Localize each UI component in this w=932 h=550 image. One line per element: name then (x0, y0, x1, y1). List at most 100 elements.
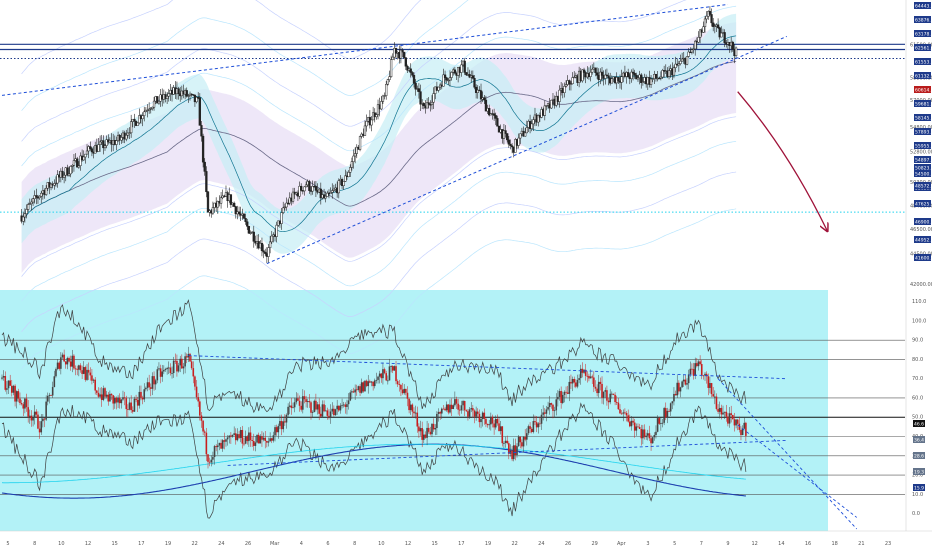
oscillator-candle-body (107, 394, 110, 402)
oscillator-candle-body (696, 363, 698, 367)
oscillator-candle-body (367, 381, 370, 387)
oscillator-candle-body (92, 379, 95, 381)
oscillator-candle-body (310, 402, 312, 413)
oscillator-candle-body (274, 427, 276, 436)
oscillator-candle-body (45, 401, 47, 420)
oscillator-candle-body (151, 376, 154, 389)
oscillator-upper-wave (1, 299, 747, 414)
oscillator-candle-body (633, 422, 636, 431)
price-candle-body (417, 88, 421, 92)
price-axis: 42000.0044500.0046500.0048400.0050300.00… (905, 0, 932, 531)
date-tick-label: 26 (245, 541, 251, 547)
bearish-projection-arrow (737, 91, 827, 231)
price-candle-body (128, 132, 131, 134)
oscillator-candle-body (305, 399, 307, 402)
oscillator-candle-body (321, 404, 324, 417)
oscillator-candle-body (64, 361, 67, 365)
price-candle-body (262, 250, 265, 253)
oscillator-candle-body (449, 404, 451, 413)
oscillator-candle-body (357, 386, 360, 390)
price-candle-body (349, 167, 352, 173)
oscillator-candle-body (156, 369, 159, 381)
oscillator-candle-body (530, 428, 533, 433)
oscillator-candle-body (612, 393, 615, 395)
oscillator-candle-body (697, 361, 700, 367)
oscillator-candle-body (527, 426, 530, 434)
oscillator-candle-body (76, 368, 79, 370)
oscillator-candle-body (411, 404, 414, 412)
baseline-average-line (21, 61, 737, 222)
oscillator-candle-body (632, 420, 634, 423)
price-candle-body (694, 40, 697, 50)
oscillator-candle-body (326, 410, 329, 416)
price-level-badge-label: 55955.19 (915, 143, 932, 149)
oscillator-candle-body (179, 358, 182, 366)
oscillator-candle-body (233, 433, 235, 435)
price-candle-body (375, 114, 378, 118)
price-candle-body (319, 188, 322, 199)
oscillator-candle-body (71, 355, 74, 367)
oscillator-candle-body (261, 436, 263, 440)
oscillator-candle-body (19, 398, 21, 404)
oscillator-candle-body (679, 387, 682, 392)
oscillator-candle-body (86, 369, 88, 380)
oscillator-candle-body (516, 446, 518, 456)
price-candle-body (53, 183, 56, 186)
oscillator-candle-body (699, 361, 701, 365)
oscillator-candle-body (553, 410, 556, 412)
oscillator-candle-body (195, 386, 198, 398)
oscillator-candle-body (259, 436, 262, 444)
oscillator-candle-body (555, 399, 558, 411)
price-candle-body (97, 144, 100, 152)
oscillator-candle-body (200, 415, 203, 421)
oscillator-candle-body (650, 438, 652, 444)
oscillator-candle-body (403, 388, 405, 394)
oscillator-candle-body (431, 423, 433, 435)
price-candle-body (563, 86, 566, 93)
oscillator-candle-body (550, 403, 553, 405)
price-level-badge-label: 63178.86 (915, 31, 932, 37)
price-candle-body (84, 153, 87, 158)
price-level-badge-label: 44952.67 (915, 237, 932, 243)
oscillator-candle-body (287, 406, 289, 415)
oscillator-candle-body (20, 403, 23, 405)
oscillator-candle-body (185, 356, 188, 358)
oscillator-candle-body (4, 376, 7, 390)
price-candle-body (76, 158, 79, 168)
oscillator-candle-body (82, 367, 85, 374)
oscillator-candle-body (360, 382, 363, 393)
price-candle-body (270, 235, 273, 243)
oscillator-candle-body (181, 358, 183, 369)
oscillator-candle-body (727, 416, 729, 424)
price-candle-body (502, 130, 506, 139)
price-candle-body (564, 84, 568, 87)
oscillator-candle-body (707, 376, 710, 388)
oscillator-candle-body (522, 436, 525, 447)
oscillator-candle-body (674, 393, 677, 396)
date-tick-label: 5 (6, 541, 9, 547)
oscillator-candle-body (218, 442, 221, 446)
oscillator-candle-body (239, 429, 242, 438)
price-trendline (1, 3, 728, 96)
oscillator-candle-body (159, 368, 162, 377)
price-candle-body (388, 76, 391, 80)
oscillator-projection-line (717, 378, 858, 530)
oscillator-candle-body (732, 414, 734, 420)
oscillator-candle-body (439, 411, 441, 414)
oscillator-candle-body (514, 445, 517, 456)
oscillator-candle-body (42, 418, 44, 422)
oscillator-candle-body (434, 428, 437, 430)
oscillator-candle-body (28, 415, 31, 417)
price-candle-body (49, 183, 53, 188)
price-candle-body (401, 49, 404, 53)
oscillator-candle-body (493, 423, 495, 428)
oscillator-candle-body (266, 440, 268, 443)
price-candle-body (734, 47, 738, 56)
oscillator-candle-body (329, 411, 332, 417)
price-candle-body (712, 22, 715, 27)
oscillator-candle-body (588, 375, 590, 379)
price-candle-body (244, 218, 247, 222)
price-candle-body (514, 139, 517, 153)
price-candle-body (389, 59, 393, 77)
oscillator-candle-body (656, 418, 659, 432)
